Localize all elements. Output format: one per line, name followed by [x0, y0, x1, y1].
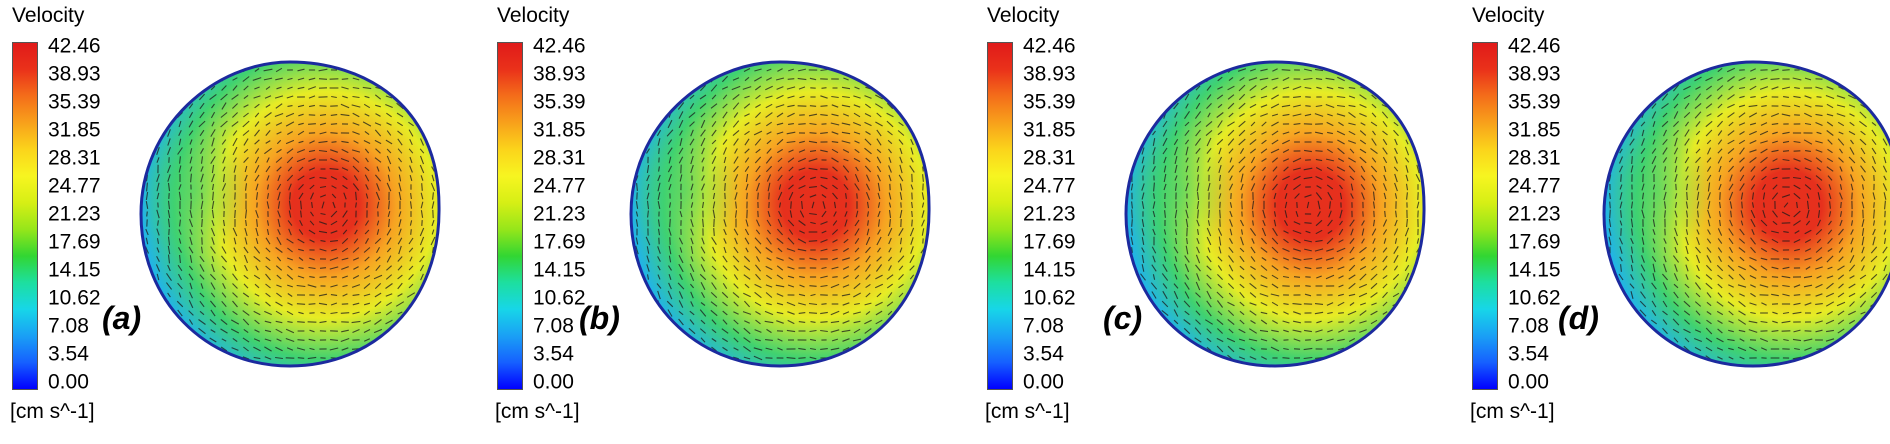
tick-label: 35.39 — [1508, 90, 1561, 114]
tick-label: 21.23 — [1508, 202, 1561, 226]
tick-label: 10.62 — [1023, 286, 1076, 310]
legend-title: Velocity — [497, 4, 570, 27]
tick-label: 7.08 — [1023, 314, 1064, 338]
tick-label: 21.23 — [1023, 202, 1076, 226]
tick-label: 0.00 — [1023, 370, 1064, 394]
tick-label: 3.54 — [1508, 342, 1549, 366]
tick-label: 24.77 — [1508, 174, 1561, 198]
tick-label: 17.69 — [48, 230, 101, 254]
tick-label: 24.77 — [48, 174, 101, 198]
tick-label: 17.69 — [1508, 230, 1561, 254]
tick-label: 28.31 — [1023, 146, 1076, 170]
velocity-vectors — [143, 66, 437, 362]
colorbar — [12, 42, 38, 390]
domain-outline — [1124, 60, 1426, 368]
tick-label: 28.31 — [48, 146, 101, 170]
colorbar — [987, 42, 1013, 390]
tick-label: 31.85 — [1508, 118, 1561, 142]
velocity-contour-plot — [1598, 56, 1890, 372]
panel-label: (b) — [579, 300, 620, 336]
domain-outline — [1602, 60, 1890, 368]
legend-title: Velocity — [1472, 4, 1545, 27]
tick-label: 7.08 — [48, 314, 89, 338]
tick-label: 0.00 — [533, 370, 574, 394]
units-label: [cm s^-1] — [495, 400, 580, 423]
panel-a: Velocity 42.46 38.93 35.39 31.85 28.31 2… — [0, 0, 470, 444]
tick-label: 10.62 — [48, 286, 101, 310]
low-velocity-region — [635, 106, 795, 296]
tick-label: 10.62 — [533, 286, 586, 310]
tick-label: 3.54 — [533, 342, 574, 366]
flow-field — [1602, 60, 1890, 368]
velocity-contour-plot — [1120, 56, 1430, 372]
tick-label: 42.46 — [533, 34, 586, 58]
domain-outline — [629, 60, 931, 368]
tick-label: 24.77 — [1023, 174, 1076, 198]
tick-label: 42.46 — [1023, 34, 1076, 58]
velocity-contour-plot — [625, 56, 935, 372]
panel-b: Velocity 42.46 38.93 35.39 31.85 28.31 2… — [485, 0, 955, 444]
tick-label: 17.69 — [533, 230, 586, 254]
panel-label: (d) — [1558, 300, 1599, 336]
flow-field — [629, 60, 931, 368]
domain-outline — [139, 60, 441, 368]
tick-label: 35.39 — [1023, 90, 1076, 114]
tick-label: 38.93 — [1023, 62, 1076, 86]
tick-label: 35.39 — [48, 90, 101, 114]
tick-label: 21.23 — [533, 202, 586, 226]
legend-title: Velocity — [987, 4, 1060, 27]
tick-label: 14.15 — [48, 258, 101, 282]
tick-label: 31.85 — [533, 118, 586, 142]
flow-field — [1124, 60, 1426, 368]
tick-label: 35.39 — [533, 90, 586, 114]
panel-c: Velocity 42.46 38.93 35.39 31.85 28.31 2… — [975, 0, 1445, 444]
tick-label: 38.93 — [1508, 62, 1561, 86]
tick-label: 3.54 — [1023, 342, 1064, 366]
tick-label: 14.15 — [1023, 258, 1076, 282]
tick-label: 38.93 — [48, 62, 101, 86]
tick-label: 31.85 — [1023, 118, 1076, 142]
panel-label: (a) — [102, 300, 142, 336]
colorbar — [497, 42, 523, 390]
tick-label: 3.54 — [48, 342, 89, 366]
units-label: [cm s^-1] — [1470, 400, 1555, 423]
units-label: [cm s^-1] — [10, 400, 95, 423]
tick-label: 28.31 — [1508, 146, 1561, 170]
tick-label: 28.31 — [533, 146, 586, 170]
units-label: [cm s^-1] — [985, 400, 1070, 423]
tick-label: 24.77 — [533, 174, 586, 198]
tick-label: 0.00 — [48, 370, 89, 394]
tick-label: 0.00 — [1508, 370, 1549, 394]
tick-label: 38.93 — [533, 62, 586, 86]
legend-title: Velocity — [12, 4, 85, 27]
tick-label: 31.85 — [48, 118, 101, 142]
tick-label: 14.15 — [1508, 258, 1561, 282]
tick-label: 7.08 — [533, 314, 574, 338]
panel-label: (c) — [1103, 300, 1143, 336]
tick-label: 17.69 — [1023, 230, 1076, 254]
tick-label: 42.46 — [48, 34, 101, 58]
low-velocity-region — [1130, 106, 1290, 296]
tick-label: 10.62 — [1508, 286, 1561, 310]
tick-label: 14.15 — [533, 258, 586, 282]
flow-field — [139, 60, 441, 368]
velocity-contour-plot — [135, 56, 445, 372]
tick-label: 21.23 — [48, 202, 101, 226]
tick-label: 7.08 — [1508, 314, 1549, 338]
tick-label: 42.46 — [1508, 34, 1561, 58]
panel-d: Velocity 42.46 38.93 35.39 31.85 28.31 2… — [1460, 0, 1890, 444]
colorbar — [1472, 42, 1498, 390]
